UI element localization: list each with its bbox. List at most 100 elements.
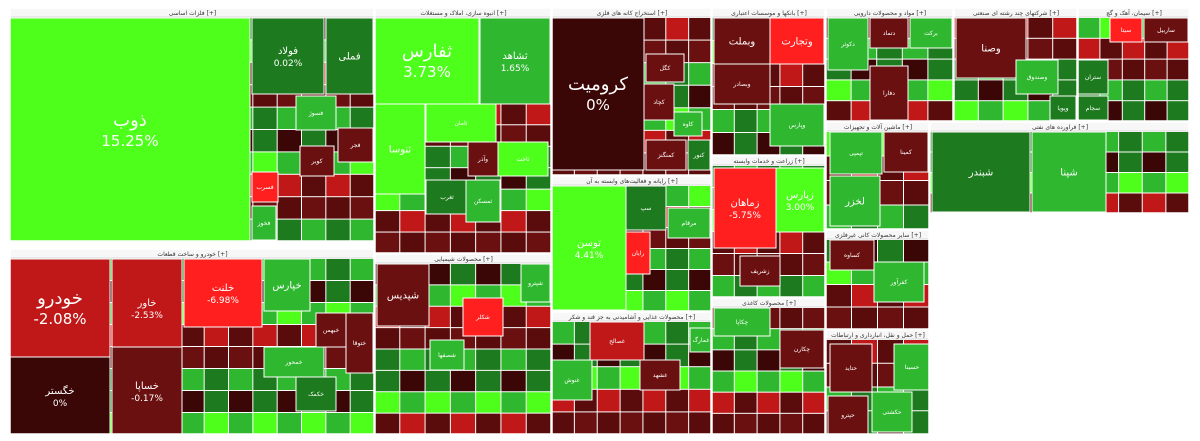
tile-rect[interactable]	[263, 346, 325, 378]
tile-rect[interactable]	[955, 17, 1027, 79]
tile[interactable]: زشریف	[739, 255, 781, 287]
sector-name[interactable]: زراعت و خدمات وابسته [+]	[733, 158, 804, 165]
tile-rect[interactable]	[325, 17, 374, 95]
tile[interactable]: شبندر	[931, 131, 1031, 213]
tile[interactable]: خساپا -0.17%	[111, 346, 183, 436]
tile[interactable]: وصندوق	[1015, 59, 1059, 95]
tile[interactable]: خودرو-2.08%	[9, 258, 111, 358]
tile-rect[interactable]	[1031, 131, 1107, 213]
sector-name[interactable]: شرکتهای چند رشته ای صنعتی [+]	[973, 10, 1059, 17]
tile-rect[interactable]	[465, 179, 501, 223]
tile-rect[interactable]	[251, 205, 277, 241]
tile-rect[interactable]	[1109, 17, 1143, 43]
tile-rect[interactable]	[467, 141, 499, 177]
tile[interactable]: حسینا	[893, 343, 931, 391]
tile-rect[interactable]	[645, 53, 685, 83]
tile-rect[interactable]	[1049, 95, 1077, 121]
tile[interactable]: زماهان -5.75%	[713, 167, 777, 249]
tile[interactable]: وبملت	[713, 17, 771, 65]
sector-name[interactable]: استخراج کانه های فلزی [+]	[597, 10, 668, 17]
tile[interactable]: ثاخت	[497, 141, 549, 177]
tile-rect[interactable]	[1077, 59, 1109, 95]
tile[interactable]: تپمپی	[829, 131, 883, 175]
sector-name[interactable]: محصولات کاغذی [+]	[742, 300, 796, 307]
tile[interactable]: ثغرب	[425, 179, 469, 215]
tile[interactable]: زپارس 3.00%	[775, 167, 825, 233]
tile[interactable]: مرقام	[667, 207, 711, 239]
tile[interactable]: ثنوسا	[374, 103, 426, 195]
tile[interactable]: دفارا	[869, 65, 909, 121]
tile[interactable]: خمحور	[263, 346, 325, 378]
tile-rect[interactable]	[829, 239, 875, 271]
tile-rect[interactable]	[829, 343, 873, 393]
tile[interactable]: ستران	[1077, 59, 1109, 95]
sector-name[interactable]: حمل و نقل، انبارداری و ارتباطات [+]	[831, 332, 925, 339]
tile-rect[interactable]	[9, 356, 111, 436]
tile[interactable]: کویر	[299, 145, 335, 177]
tile-rect[interactable]	[345, 312, 374, 374]
sector-name[interactable]: انبوه سازی، املاک و مستغلات [+]	[420, 9, 506, 17]
tile-rect[interactable]	[827, 17, 869, 71]
tile-rect[interactable]	[639, 359, 681, 391]
tile-rect[interactable]	[263, 258, 311, 312]
tile-rect[interactable]	[687, 139, 711, 171]
tile[interactable]: ساربیل	[1143, 17, 1189, 43]
tile-rect[interactable]	[479, 17, 551, 105]
tile-rect[interactable]	[497, 141, 549, 177]
tile[interactable]: وپارس	[769, 103, 825, 147]
tile-rect[interactable]	[625, 231, 651, 275]
tile-rect[interactable]	[769, 103, 825, 147]
tile[interactable]: خگستر 0%	[9, 356, 111, 436]
tile[interactable]: شکلر	[462, 297, 504, 337]
tile-rect[interactable]	[251, 17, 325, 95]
tile[interactable]: کساوه	[829, 239, 875, 271]
sector-name[interactable]: سایر محصولات کانی غیرفلزی [+]	[835, 232, 921, 239]
tile[interactable]: شپدیس	[376, 263, 430, 327]
tile-rect[interactable]	[873, 261, 925, 303]
tile-rect[interactable]	[713, 17, 771, 65]
tile[interactable]: ثشاهد 1.65%	[479, 17, 551, 105]
tile[interactable]: خاور -2.53%	[111, 258, 183, 358]
tile-rect[interactable]	[1143, 17, 1189, 43]
tile[interactable]: دتماد	[869, 17, 909, 49]
tile[interactable]: وآذر	[467, 141, 499, 177]
tile[interactable]: کنور	[687, 139, 711, 171]
tile[interactable]: فسرب	[251, 171, 279, 203]
sector-name[interactable]: مواد و محصولات دارویی [+]	[854, 10, 926, 17]
tile[interactable]: حپترو	[827, 395, 869, 435]
tile-rect[interactable]	[551, 185, 627, 311]
tile-rect[interactable]	[462, 297, 504, 337]
tile[interactable]: حتاید	[829, 343, 873, 393]
tile[interactable]: سیتا	[1109, 17, 1143, 43]
sector-name[interactable]: محصولات غذایی و آشامیدنی به جز قند و شکر…	[568, 312, 696, 321]
tile[interactable]: شپترو	[520, 263, 551, 303]
tile[interactable]: کمینا	[883, 131, 929, 173]
tile-rect[interactable]	[315, 312, 347, 348]
sector-name[interactable]: رایانه و فعالیت‌های وابسته به آن [+]	[586, 176, 677, 185]
tile[interactable]: وتجارت	[769, 17, 825, 65]
tile[interactable]: وصنا	[955, 17, 1027, 79]
tile-rect[interactable]	[299, 145, 335, 177]
tile-rect[interactable]	[374, 103, 426, 195]
tile-rect[interactable]	[829, 131, 883, 175]
tile-rect[interactable]	[769, 17, 825, 65]
tile-rect[interactable]	[183, 258, 263, 328]
tile-rect[interactable]	[251, 171, 279, 203]
tile-rect[interactable]	[713, 63, 771, 105]
tile-rect[interactable]	[779, 329, 825, 369]
tile[interactable]: خپارس	[263, 258, 311, 312]
tile[interactable]: خبهمن	[315, 312, 347, 348]
sector-name[interactable]: محصولات شیمیایی [+]	[434, 256, 493, 263]
sector-name[interactable]: فراورده های نفتی [+]	[1032, 124, 1088, 131]
tile[interactable]: کفرآور	[873, 261, 925, 303]
tile[interactable]: غنوش	[551, 359, 593, 401]
tile[interactable]: فملی	[325, 17, 374, 95]
tile-rect[interactable]	[931, 131, 1031, 213]
tile[interactable]: کچاد	[643, 83, 675, 121]
tile[interactable]: رایان	[625, 231, 651, 275]
tile-rect[interactable]	[625, 185, 667, 231]
tile-rect[interactable]	[645, 139, 687, 171]
tile[interactable]: ثامان	[425, 103, 497, 143]
